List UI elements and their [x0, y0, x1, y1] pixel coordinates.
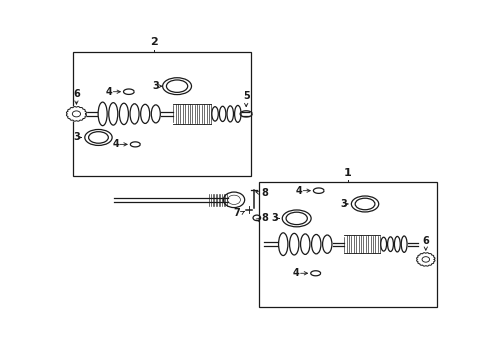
Text: 2: 2 — [150, 37, 158, 48]
Text: 4: 4 — [112, 139, 119, 149]
Bar — [259, 182, 437, 307]
Text: 8: 8 — [261, 188, 268, 198]
Text: 3: 3 — [272, 213, 278, 224]
Text: 6: 6 — [73, 89, 80, 99]
Polygon shape — [416, 253, 435, 266]
Text: 6: 6 — [422, 235, 429, 246]
Polygon shape — [67, 107, 86, 121]
Text: 4: 4 — [295, 186, 302, 196]
Circle shape — [422, 257, 430, 262]
Text: 8: 8 — [261, 213, 268, 224]
Text: 1: 1 — [344, 168, 352, 177]
Text: 4: 4 — [106, 87, 113, 97]
Text: 5: 5 — [243, 91, 249, 102]
Text: 3: 3 — [340, 199, 347, 209]
Bar — [73, 51, 251, 176]
Circle shape — [73, 111, 80, 117]
Text: 7: 7 — [234, 208, 241, 218]
Text: 3: 3 — [74, 132, 80, 143]
Circle shape — [223, 192, 245, 208]
Text: 4: 4 — [293, 268, 300, 278]
Text: 3: 3 — [152, 81, 159, 91]
